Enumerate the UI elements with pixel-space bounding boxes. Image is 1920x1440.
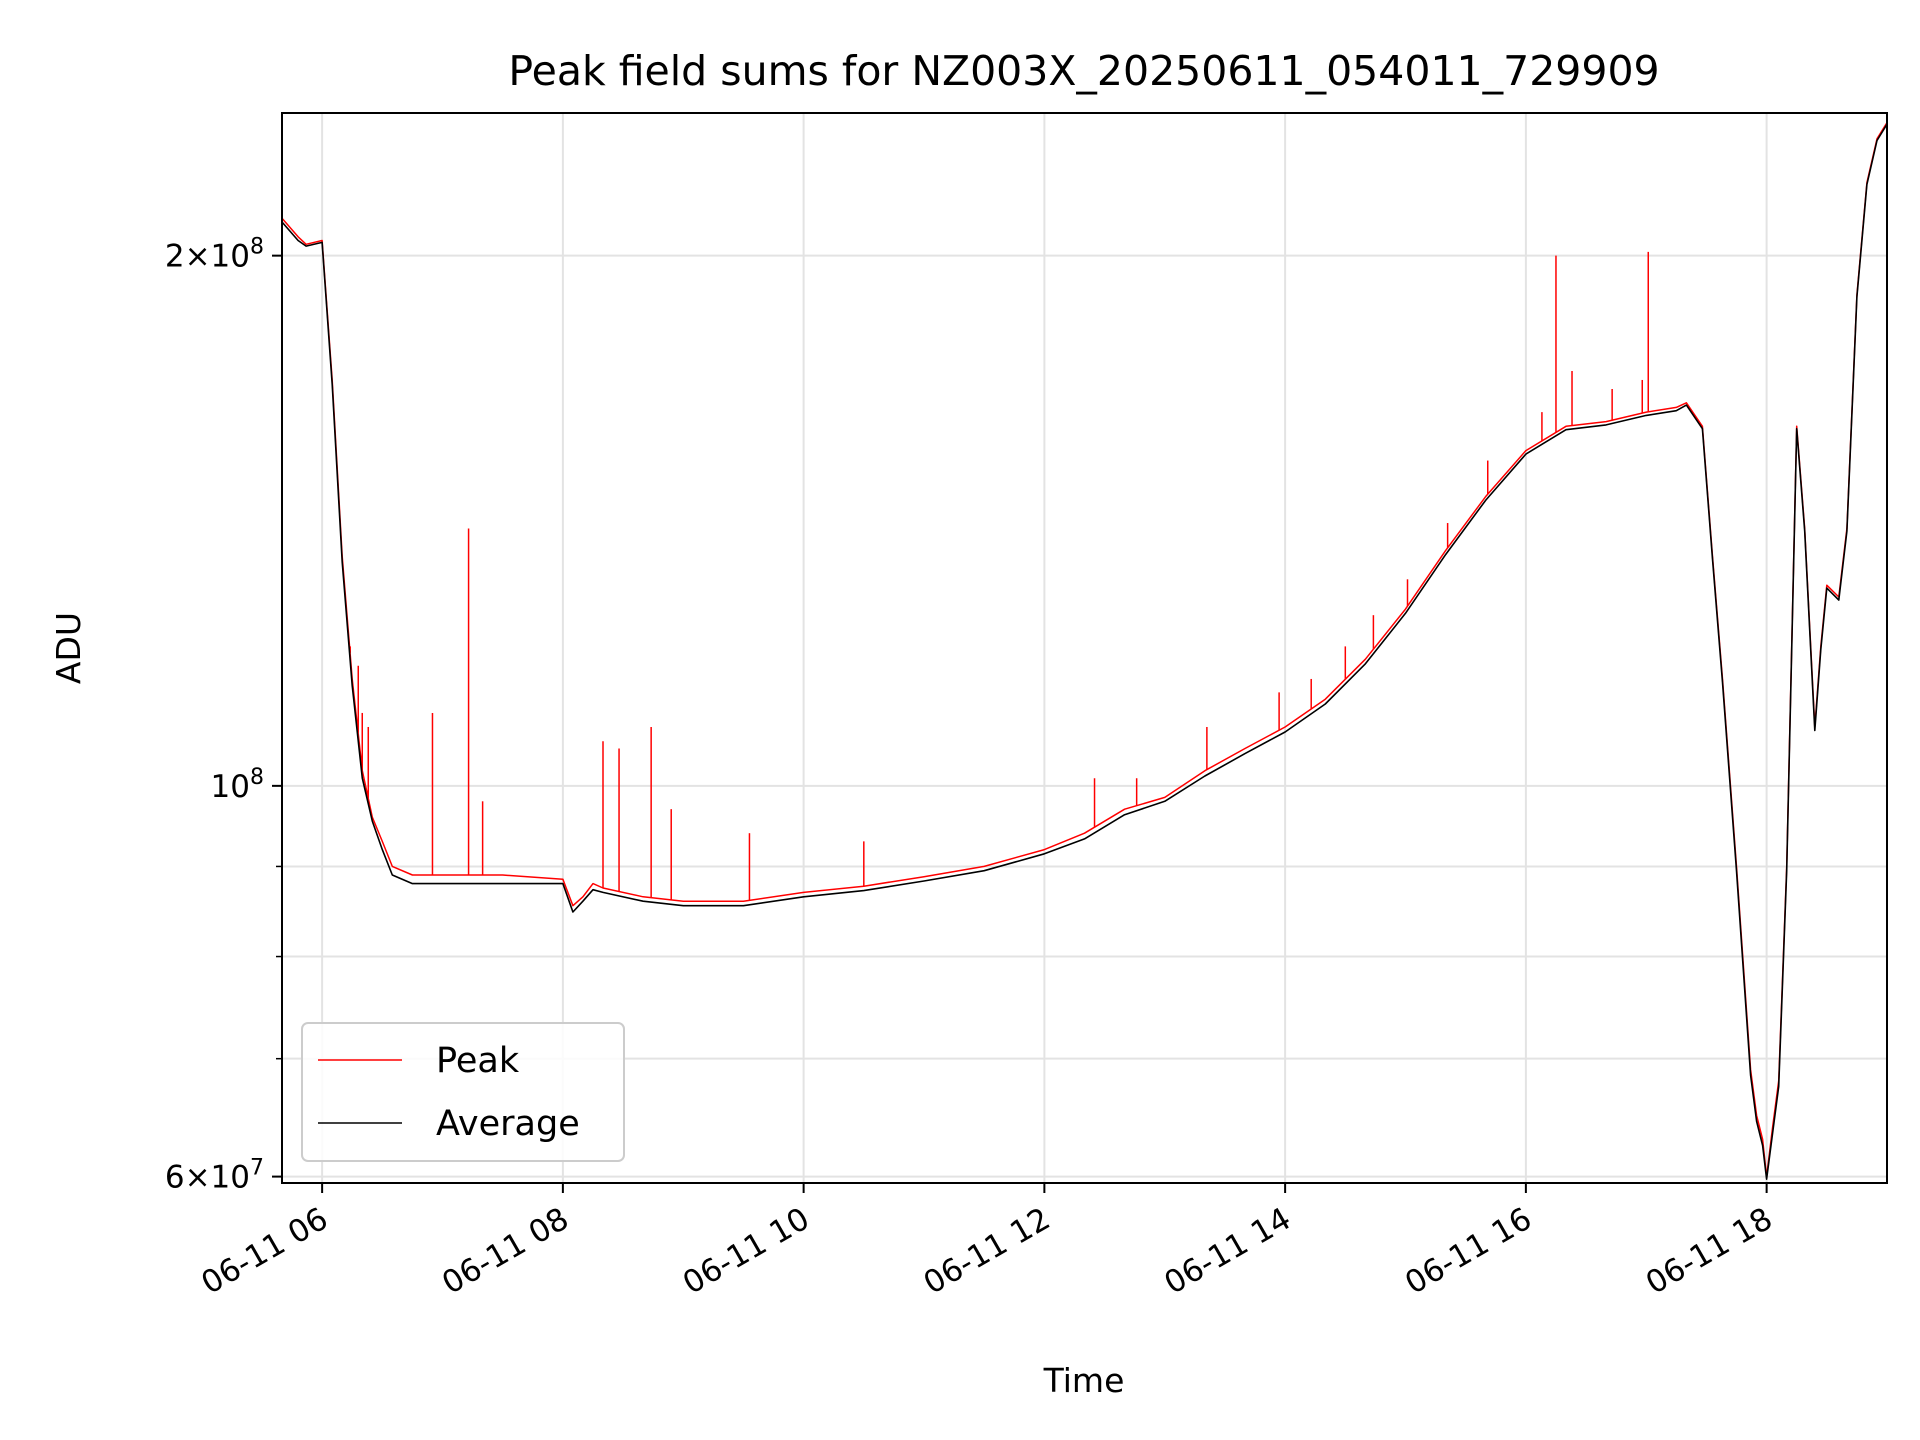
plot-background <box>282 113 1887 1183</box>
y-axis-label: ADU <box>49 612 88 684</box>
peak-spikes <box>349 251 1650 901</box>
y-tick-label-2: 6×107 <box>165 1156 264 1196</box>
legend-label-peak: Peak <box>436 1041 520 1081</box>
y-tick-label-1: 108 <box>211 765 264 805</box>
series-layer <box>281 122 1888 1180</box>
legend: Peak Average <box>301 1022 625 1162</box>
legend-label-average: Average <box>436 1104 580 1144</box>
series-line-average <box>281 123 1888 1180</box>
legend-box <box>301 1022 625 1162</box>
grid <box>282 113 1887 1183</box>
y-tick-label-0: 2×108 <box>165 235 264 275</box>
chart-title: Peak field sums for NZ003X_20250611_0540… <box>508 47 1659 95</box>
x-axis-label: Time <box>1043 1361 1125 1400</box>
plot-frame <box>281 112 1888 1184</box>
y-axis-ticks: 2×108 108 6×107 <box>165 235 282 1196</box>
